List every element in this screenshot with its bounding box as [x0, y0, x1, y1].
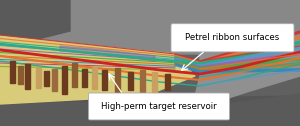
- Polygon shape: [44, 71, 49, 86]
- Polygon shape: [52, 69, 57, 91]
- Polygon shape: [36, 68, 41, 88]
- Polygon shape: [0, 96, 300, 126]
- Polygon shape: [0, 94, 300, 126]
- Polygon shape: [18, 66, 23, 84]
- Polygon shape: [10, 61, 15, 83]
- Polygon shape: [60, 46, 155, 61]
- Polygon shape: [82, 69, 87, 87]
- Polygon shape: [0, 0, 300, 54]
- Polygon shape: [62, 66, 67, 94]
- Polygon shape: [165, 74, 170, 90]
- Polygon shape: [175, 36, 300, 64]
- Polygon shape: [115, 68, 120, 93]
- Polygon shape: [25, 64, 30, 89]
- Polygon shape: [175, 58, 300, 70]
- Polygon shape: [175, 62, 300, 71]
- Polygon shape: [175, 31, 300, 63]
- Polygon shape: [140, 70, 145, 92]
- Polygon shape: [102, 70, 107, 90]
- Polygon shape: [175, 47, 300, 67]
- Polygon shape: [72, 63, 77, 87]
- FancyBboxPatch shape: [88, 93, 230, 120]
- Polygon shape: [175, 64, 300, 72]
- Polygon shape: [0, 0, 70, 41]
- Polygon shape: [195, 31, 300, 104]
- Polygon shape: [175, 42, 300, 66]
- FancyBboxPatch shape: [171, 24, 294, 52]
- Polygon shape: [175, 53, 300, 68]
- Text: Petrel ribbon surfaces: Petrel ribbon surfaces: [185, 33, 280, 42]
- Text: High-perm target reservoir: High-perm target reservoir: [101, 102, 217, 111]
- Polygon shape: [128, 72, 133, 90]
- Polygon shape: [0, 36, 195, 104]
- Polygon shape: [152, 72, 157, 92]
- Polygon shape: [92, 67, 97, 89]
